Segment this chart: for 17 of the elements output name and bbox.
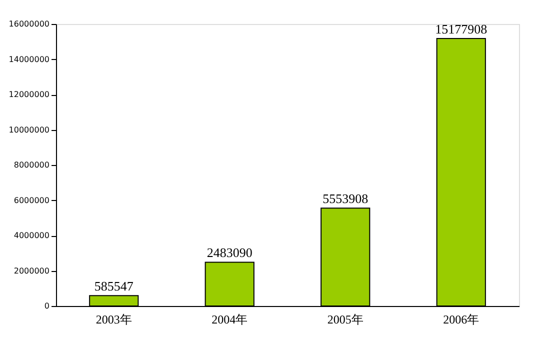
- x-tick-label: 2003年: [96, 312, 132, 326]
- x-tick-label: 2006年: [443, 312, 480, 326]
- y-tick-label: 0: [44, 302, 50, 310]
- data-label: 15177908: [435, 21, 488, 36]
- y-tick-label: 14000000: [8, 54, 50, 64]
- y-tick-label: 12000000: [8, 90, 50, 99]
- x-tick-label: 2005年: [327, 312, 364, 326]
- y-tick-label: 4000000: [14, 231, 50, 240]
- y-tick-label: 6000000: [14, 196, 50, 205]
- data-label: 5553908: [322, 191, 368, 206]
- y-tick-label: 16000000: [8, 20, 50, 28]
- data-label: 585547: [94, 278, 134, 294]
- data-label: 2483090: [206, 245, 252, 260]
- y-tick-label: 2000000: [14, 266, 50, 276]
- y-tick-label: 10000000: [8, 125, 50, 134]
- x-tick-label: 2004年: [212, 312, 248, 326]
- y-tick-label: 8000000: [14, 160, 50, 170]
